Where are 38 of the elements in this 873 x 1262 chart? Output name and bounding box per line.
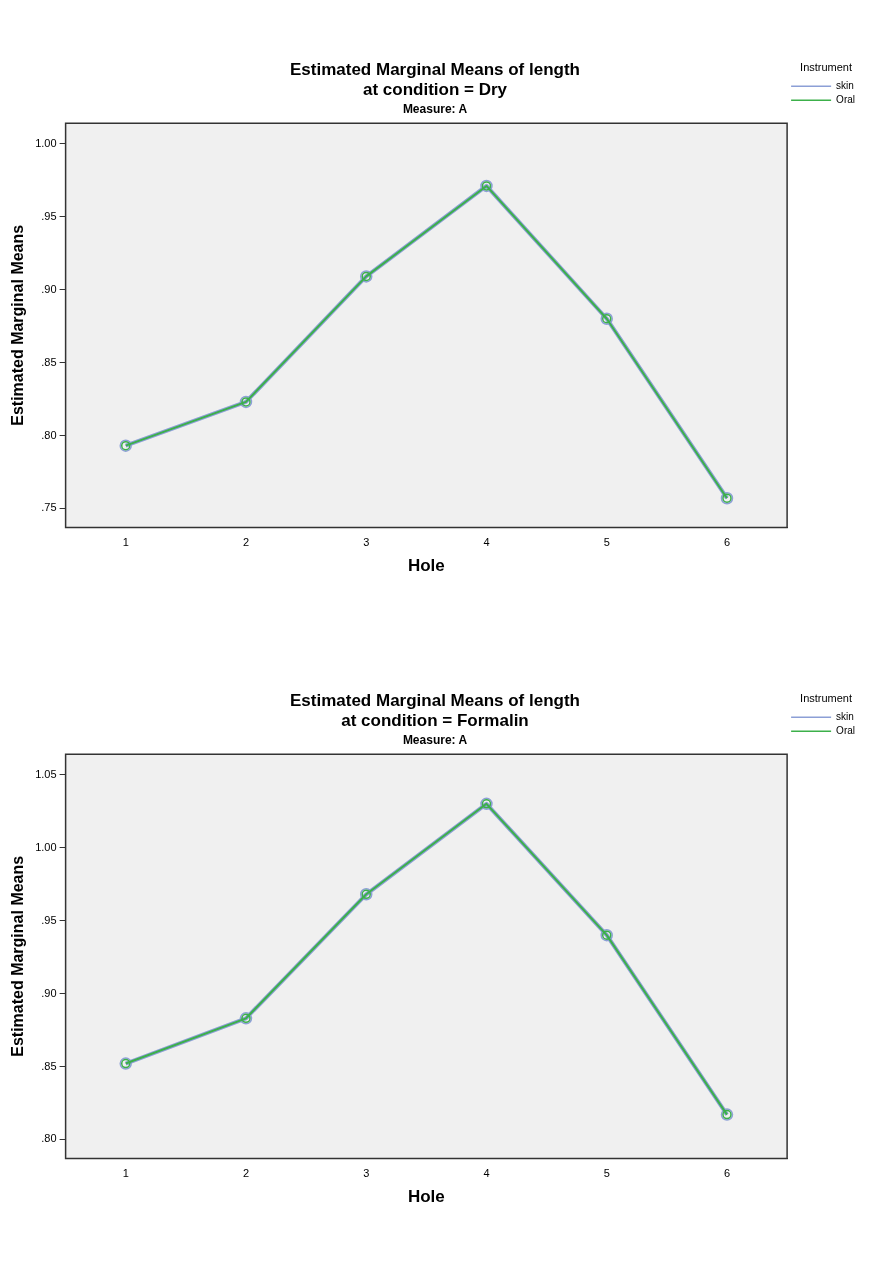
y-tick-label: .80 — [41, 1132, 57, 1145]
chart-title: Estimated Marginal Means of length at condition = Dry — [290, 59, 580, 100]
y-tick-label: .90 — [41, 282, 57, 295]
x-tick-label: 5 — [603, 1167, 610, 1180]
x-tick-label: 1 — [122, 536, 129, 549]
x-tick-label: 5 — [603, 536, 610, 549]
y-tick-label: 1.00 — [35, 136, 57, 149]
y-axis-title: Estimated Marginal Means — [9, 855, 27, 1057]
x-axis-title: Hole — [407, 1187, 445, 1207]
x-tick-label: 3 — [363, 1167, 370, 1180]
y-tick-label: .85 — [41, 355, 57, 368]
x-axis-title: Hole — [407, 556, 445, 576]
x-tick-label: 6 — [723, 536, 731, 549]
chart-title: Estimated Marginal Means of length at condition = Formalin — [290, 690, 580, 731]
y-tick-label: 1.00 — [35, 840, 57, 853]
y-tick-label: 1.05 — [35, 767, 57, 780]
y-axis-title: Estimated Marginal Means — [9, 224, 27, 426]
y-tick-label: .90 — [41, 986, 57, 999]
y-tick-label: .80 — [41, 428, 57, 441]
chart-subtitle: Measure: A — [402, 102, 468, 117]
legend-label: Oral — [836, 93, 856, 105]
y-tick-label: .95 — [41, 913, 57, 926]
y-tick-label: .95 — [41, 209, 57, 222]
legend-label: skin — [836, 710, 854, 722]
x-tick-label: 2 — [242, 1167, 250, 1180]
legend-title: Instrument — [800, 691, 853, 704]
legend-title: Instrument — [800, 60, 853, 73]
y-tick-label: .75 — [41, 501, 57, 514]
x-tick-label: 2 — [242, 536, 250, 549]
x-tick-label: 4 — [483, 1167, 490, 1180]
x-tick-label: 4 — [483, 536, 490, 549]
chart-subtitle: Measure: A — [402, 733, 468, 748]
legend-label: skin — [836, 79, 854, 91]
y-tick-label: .85 — [41, 1059, 57, 1072]
x-tick-label: 3 — [363, 536, 370, 549]
legend-label: Oral — [836, 724, 856, 736]
x-tick-label: 1 — [122, 1167, 129, 1180]
x-tick-label: 6 — [723, 1167, 731, 1180]
